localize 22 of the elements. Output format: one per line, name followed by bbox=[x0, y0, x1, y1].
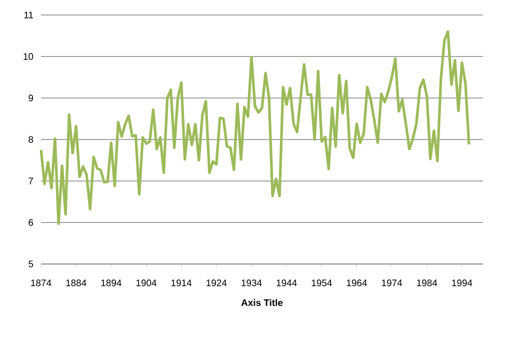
line-series bbox=[40, 30, 470, 226]
y-tick-label: 5 bbox=[28, 260, 34, 268]
y-tick-label: 8 bbox=[28, 136, 34, 143]
y-tick-label: 9 bbox=[28, 94, 34, 102]
x-tick-label: 1994 bbox=[452, 280, 472, 286]
x-tick-label: 1894 bbox=[101, 280, 122, 286]
x-tick-label: 1914 bbox=[172, 280, 192, 286]
x-tick-label: 1904 bbox=[136, 280, 156, 286]
x-tick-label: 1984 bbox=[417, 280, 438, 286]
y-tick-label: 11 bbox=[24, 12, 34, 18]
y-tick-label: 7 bbox=[28, 178, 34, 184]
x-tick-label: 1964 bbox=[346, 280, 367, 286]
x-tick-label: 1874 bbox=[31, 280, 52, 286]
x-tick-label: 1934 bbox=[242, 280, 262, 286]
x-tick-label: 1954 bbox=[312, 280, 332, 286]
y-tick-label: 6 bbox=[28, 219, 34, 226]
x-tick-label: 1884 bbox=[66, 280, 86, 286]
x-tick-label: 1974 bbox=[382, 280, 402, 286]
x-tick-label: 1924 bbox=[206, 280, 227, 286]
y-tick-label: 10 bbox=[24, 53, 34, 60]
x-tick-label: 1944 bbox=[276, 280, 297, 286]
x-axis-title: Axis Title bbox=[241, 299, 283, 306]
